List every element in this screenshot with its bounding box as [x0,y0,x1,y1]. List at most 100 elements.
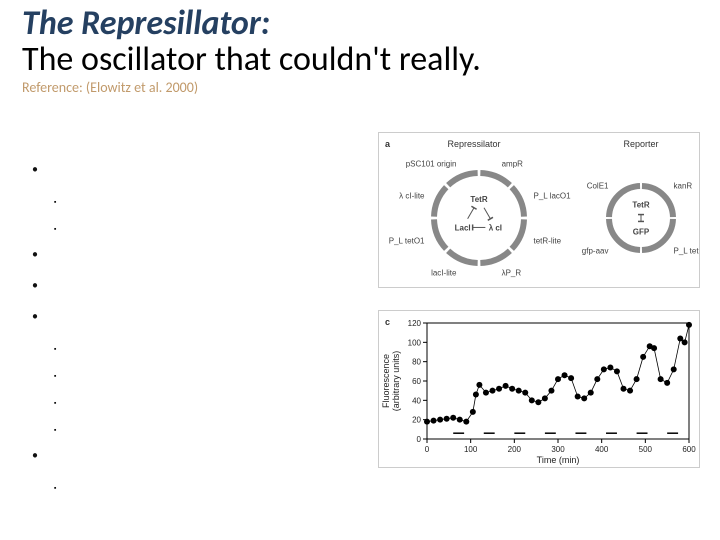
y-tick-label: 20 [412,416,421,425]
center-node-label: TetR [632,201,649,210]
plasmid-segment [434,219,446,249]
plasmid-segment-label: ampR [502,159,524,168]
plasmid-segment [512,187,524,217]
data-marker [529,397,535,403]
plasmid-segment [448,173,478,185]
bullet-lvl2 [54,419,352,438]
plasmid-segment-label: kanR [674,181,693,190]
data-marker [476,382,482,388]
bullet-lvl1 [32,307,352,326]
data-marker [490,388,496,394]
y-tick-label: 80 [412,358,421,367]
data-marker [588,390,594,396]
data-marker [614,368,620,374]
plasmid-segment [448,251,478,263]
plasmid-segment-label: P_L tetO1 [674,247,699,256]
x-tick-label: 300 [551,445,565,454]
plasmid-segment-label: gfp-aav [582,247,609,256]
x-tick-label: 400 [595,445,609,454]
data-marker [470,409,476,415]
title-line-2: The oscillator that couldn't really. [22,42,582,78]
data-marker [535,399,541,405]
data-marker [671,366,677,372]
x-axis-label: Time (min) [537,455,580,465]
data-marker [627,388,633,394]
data-marker [607,364,613,370]
data-marker [509,386,515,392]
data-marker [562,372,568,378]
bullet-lvl1 [32,446,352,465]
data-marker [548,388,554,394]
data-marker [651,345,657,351]
data-marker [424,419,430,425]
plasmid-segment-label: P_L lacO1 [534,191,572,200]
data-marker [621,386,627,392]
x-tick-label: 0 [425,445,430,454]
data-marker [634,376,640,382]
plasmid-segment-label: tetR-lite [534,237,562,246]
data-marker [444,416,450,422]
title-block: The Represillator: The oscillator that c… [22,6,582,96]
reference-text: Reference: (Elowitz et al. 2000) [22,79,582,96]
data-line [427,325,689,422]
y-tick-label: 60 [412,377,421,386]
data-marker [555,376,561,382]
plasmid-segment-label: lacI-lite [431,269,457,278]
plasmid-segment-label: ColE1 [587,181,609,190]
plasmid-segment-label: λ cI-lite [399,191,425,200]
figure-a-svg: a Repressilator Reporter ampR P_L lacO1 te… [379,133,699,287]
title-line-1: The Represillator: [22,6,582,42]
reporter-title: Reporter [623,139,658,149]
data-marker [463,419,469,425]
data-marker [522,390,528,396]
data-marker [516,388,522,394]
data-marker [457,417,463,423]
bullet-lvl2 [54,191,352,210]
y-axis-label: Fluorescence(arbitrary units) [381,351,401,412]
repression-edge [468,208,474,219]
data-marker [581,395,587,401]
data-marker [682,339,688,345]
data-marker [437,417,443,423]
center-node-label: LacI [455,223,471,232]
panel-c-label: c [385,317,390,327]
data-marker [542,395,548,401]
bullet-lvl2 [54,392,352,411]
y-tick-label: 0 [417,435,422,444]
plasmid-segment-label: pSC101 origin [406,159,457,168]
y-tick-label: 40 [412,396,421,405]
plasmid-segment-label: λP_R [502,269,522,278]
y-tick-label: 100 [408,338,422,347]
repressilator-title: Repressilator [447,139,500,149]
data-marker [473,392,479,398]
data-marker [686,322,692,328]
slide: The Represillator: The oscillator that c… [0,0,720,540]
center-node-label: λ cI [489,223,502,232]
figure-c-svg: c 0100200300400500600020406080100120Time… [379,311,699,467]
repression-bar-icon [471,206,476,209]
data-marker [431,418,437,424]
repression-bar-icon [488,217,493,220]
bullet-lvl1 [32,276,352,295]
bullet-lvl1 [32,160,352,179]
data-marker [483,390,489,396]
plasmid-segment-label: P_L tetO1 [389,237,425,246]
panel-a-label: a [385,139,391,149]
center-node-label: GFP [633,227,650,236]
data-marker [450,415,456,421]
data-marker [503,383,509,389]
x-tick-label: 600 [682,445,696,454]
bullet-lvl2 [54,365,352,384]
data-marker [601,366,607,372]
x-tick-label: 200 [508,445,522,454]
data-marker [664,380,670,386]
bullet-lvl2 [54,218,352,237]
plasmid-segment [434,187,446,217]
x-tick-label: 100 [464,445,478,454]
center-node-label: TetR [470,195,487,204]
data-marker [640,354,646,360]
data-marker [575,393,581,399]
y-tick-label: 120 [408,319,422,328]
plasmid-segment [480,251,510,263]
plasmid-segment [480,173,510,185]
